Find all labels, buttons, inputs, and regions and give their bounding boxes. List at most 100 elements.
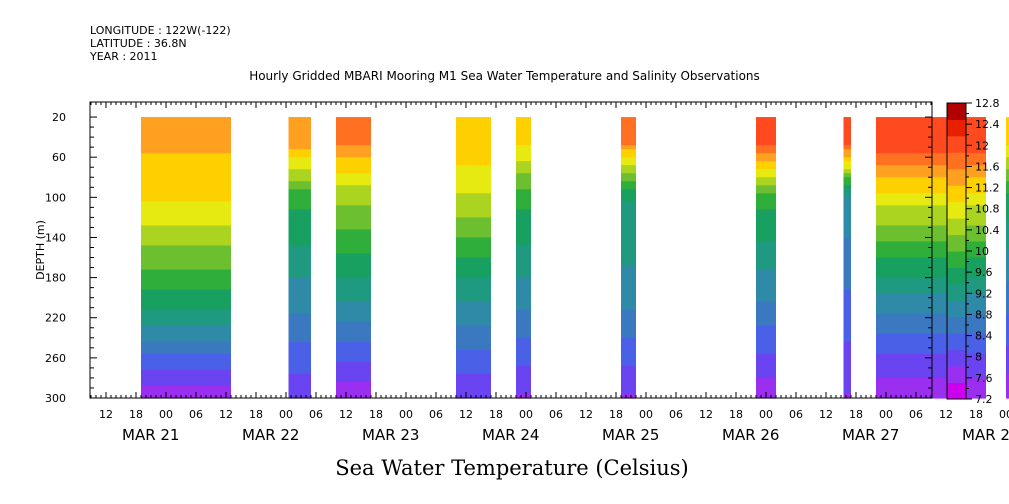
heatmap-cell (843, 265, 851, 271)
heatmap-cell (1006, 289, 1009, 295)
x-date-label: MAR 25 (602, 426, 659, 444)
heatmap-cell (456, 301, 491, 307)
heatmap-cell (141, 157, 231, 162)
heatmap-cell (1006, 337, 1009, 343)
heatmap-cell (843, 269, 851, 275)
heatmap-cell (288, 209, 311, 214)
heatmap-cell (1006, 213, 1009, 218)
heatmap-cell (1006, 353, 1009, 359)
heatmap-cell (336, 365, 371, 371)
heatmap-cell (876, 301, 986, 307)
heatmap-cell (1006, 381, 1009, 387)
heatmap-cell (516, 253, 531, 259)
heatmap-cell (141, 137, 231, 142)
heatmap-cell (756, 289, 776, 295)
heatmap-cell (336, 289, 371, 295)
heatmap-cell (756, 365, 776, 371)
heatmap-cell (288, 357, 311, 363)
heatmap-cell (621, 333, 636, 339)
heatmap-cell (1006, 393, 1009, 399)
heatmap-cell (456, 269, 491, 275)
heatmap-cell (843, 257, 851, 263)
heatmap-cell (288, 197, 311, 202)
heatmap-cell (336, 301, 371, 307)
colorbar-swatch (947, 300, 966, 318)
heatmap-cell (141, 333, 231, 339)
heatmap-cell (621, 317, 636, 323)
heatmap-cell (516, 333, 531, 339)
heatmap-cell (141, 249, 231, 255)
x-tick-label: 12 (99, 408, 113, 421)
heatmap-cell (288, 389, 311, 395)
heatmap-cell (756, 273, 776, 279)
heatmap-cell (876, 229, 986, 235)
heatmap-cell (876, 321, 986, 327)
heatmap-cell (756, 325, 776, 331)
heatmap-cell (876, 289, 986, 295)
heatmap-cell (456, 381, 491, 387)
heatmap-cell (1006, 221, 1009, 227)
heatmap-cell (141, 129, 231, 134)
heatmap-cell (843, 373, 851, 379)
heatmap-cell (843, 189, 851, 194)
y-tick-label: 20 (52, 111, 66, 124)
colorbar-tick-label: 8.8 (975, 308, 993, 321)
heatmap-cell (141, 269, 231, 275)
heatmap-cell (756, 161, 776, 166)
colorbar-tick-label: 11.6 (975, 160, 1000, 173)
x-tick-label: 00 (399, 408, 413, 421)
heatmap-cell (141, 321, 231, 327)
heatmap-cell (876, 353, 986, 359)
heatmap-cell (756, 237, 776, 243)
heatmap-cell (876, 141, 986, 146)
heatmap-cell (1006, 225, 1009, 231)
heatmap-cell (288, 369, 311, 375)
heatmap-cell (456, 161, 491, 166)
heatmap-cell (621, 373, 636, 379)
heatmap-cell (756, 373, 776, 379)
heatmap-cell (1006, 269, 1009, 275)
heatmap-cell (756, 269, 776, 275)
heatmap-cell (456, 233, 491, 239)
heatmap-cell (876, 177, 986, 182)
heatmap-cell (336, 217, 371, 223)
heatmap-cell (843, 161, 851, 166)
heatmap-cell (456, 365, 491, 371)
heatmap-cell (1006, 185, 1009, 190)
heatmap-cell (336, 337, 371, 343)
heatmap-cell (621, 209, 636, 214)
heatmap-cell (516, 233, 531, 239)
heatmap-cell (516, 185, 531, 190)
heatmap-cell (756, 293, 776, 299)
heatmap-cell (336, 389, 371, 395)
heatmap-cell (843, 241, 851, 247)
heatmap-cell (621, 329, 636, 335)
heatmap-cell (876, 189, 986, 194)
x-tick-label: 18 (129, 408, 143, 421)
heatmap-cell (141, 125, 231, 130)
heatmap-cell (756, 117, 776, 122)
heatmap-cell (141, 213, 231, 218)
heatmap-cell (843, 137, 851, 142)
heatmap-cell (456, 385, 491, 391)
heatmap-cell (843, 337, 851, 343)
heatmap-cell (288, 301, 311, 307)
x-date-label: MAR 21 (122, 426, 179, 444)
heatmap-cell (621, 389, 636, 395)
heatmap-cell (843, 353, 851, 359)
heatmap-cell (756, 201, 776, 206)
heatmap-cell (1006, 149, 1009, 154)
x-date-label: MAR 28 (962, 426, 1009, 444)
heatmap-cell (336, 285, 371, 291)
heatmap-cell (516, 361, 531, 367)
heatmap-cell (1006, 377, 1009, 383)
heatmap-cell (456, 173, 491, 178)
heatmap-cell (621, 117, 636, 122)
heatmap-cell (1006, 229, 1009, 235)
heatmap-cell (1006, 305, 1009, 311)
heatmap-cell (756, 361, 776, 367)
heatmap-cell (456, 293, 491, 299)
heatmap-cell (756, 257, 776, 263)
heatmap-cell (756, 229, 776, 235)
heatmap-cell (288, 181, 311, 186)
